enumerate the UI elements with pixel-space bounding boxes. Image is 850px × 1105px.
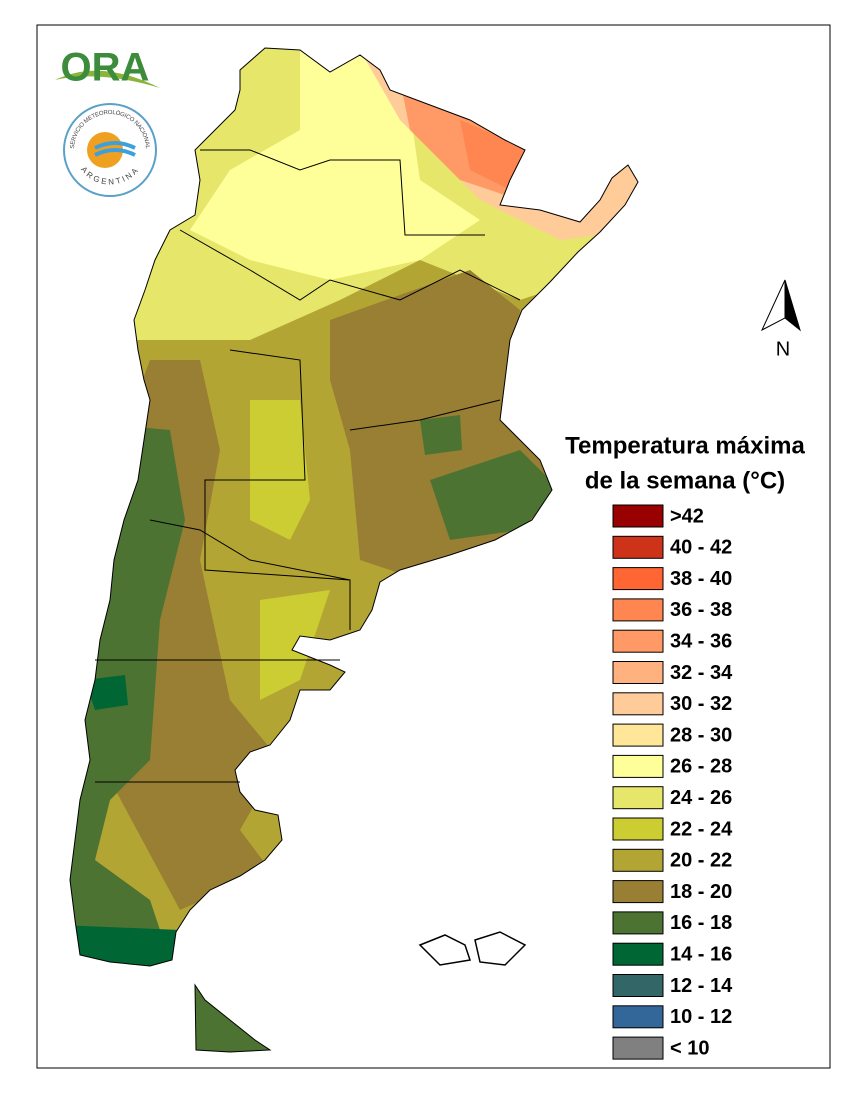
legend: Temperatura máxima de la semana (°C) >42… [565,432,805,1060]
legend-label: 36 - 38 [670,599,732,621]
legend-label: 26 - 28 [670,756,732,778]
legend-swatch [612,1005,664,1029]
legend-swatch [612,535,664,559]
legend-label: 34 - 36 [670,630,732,652]
legend-label: 40 - 42 [670,537,732,559]
legend-label: 28 - 30 [670,724,732,746]
legend-swatch [612,661,664,684]
legend-swatch [612,942,664,966]
legend-swatch [612,629,664,653]
legend-label: 22 - 24 [670,818,733,840]
legend-label: 10 - 12 [670,1006,732,1028]
legend-label: 14 - 16 [670,943,732,965]
legend-title: Temperatura máxima [565,432,805,459]
legend-label: 20 - 22 [670,850,732,872]
malvinas [418,931,527,966]
north-label: N [776,338,790,360]
legend-swatch [612,692,664,716]
logo-ora: ORA [55,46,160,90]
legend-label: >42 [670,505,704,527]
legend-swatch [612,974,664,997]
north-arrow: N [760,279,801,360]
legend-swatch [612,911,664,935]
province-borders [69,47,639,967]
legend-swatch [612,723,664,747]
legend-label: 18 - 20 [670,881,732,903]
legend-swatch [612,598,664,622]
legend-swatch [612,504,664,528]
legend-title: de la semana (°C) [585,467,785,494]
legend-label: 38 - 40 [670,568,732,590]
legend-label: 24 - 26 [670,787,732,809]
legend-label: 30 - 32 [670,693,732,715]
legend-swatch [612,880,664,904]
legend-swatch [612,567,664,591]
legend-swatch [612,786,664,810]
legend-swatch [612,754,664,778]
legend-swatch [612,817,664,841]
tierra-del-fuego [194,983,272,1053]
legend-label: 32 - 34 [670,662,733,684]
legend-label: 16 - 18 [670,912,732,934]
logo-smn: SERVICIO METEOROLÓGICO NACIONAL ARGENTIN… [63,103,157,197]
legend-label: < 10 [670,1037,709,1059]
legend-swatch [612,848,664,872]
logo-text: ORA [61,46,150,90]
legend-label: 12 - 14 [670,975,733,997]
legend-swatch [612,1036,664,1060]
